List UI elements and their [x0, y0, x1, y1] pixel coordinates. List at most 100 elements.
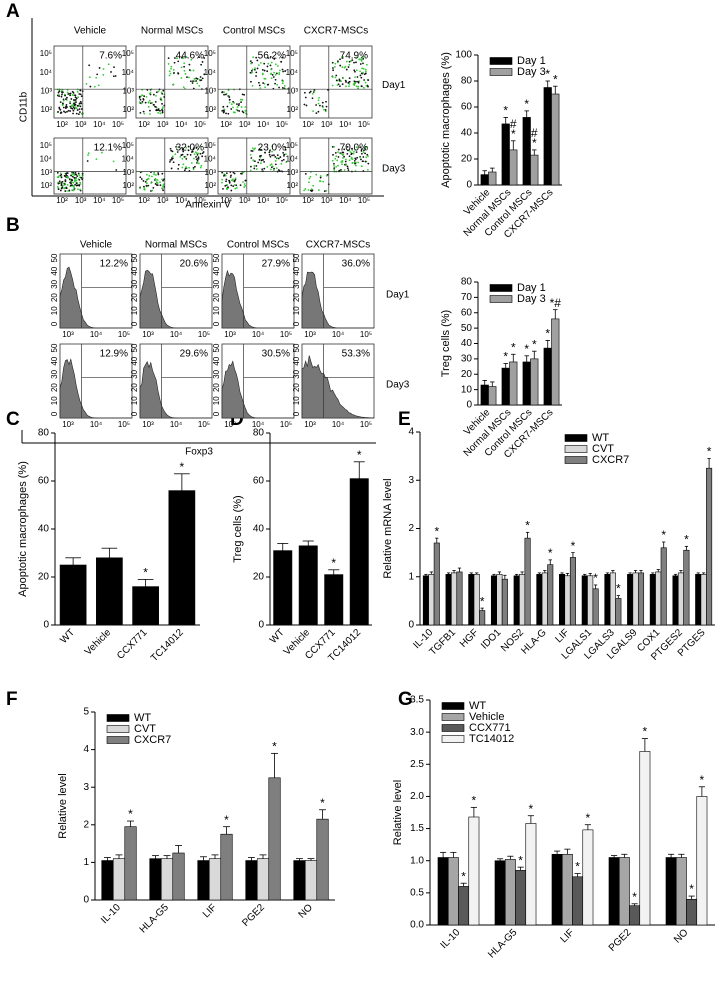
cell-event — [221, 91, 224, 93]
cell-event — [315, 112, 318, 115]
cell-event — [195, 158, 198, 161]
cell-event — [335, 165, 338, 168]
significance-mark: * — [143, 566, 148, 580]
significance-mark: * — [525, 519, 530, 533]
significance-mark: * — [553, 72, 558, 86]
cell-event — [312, 184, 315, 187]
cell-event — [180, 77, 183, 79]
cell-event — [261, 159, 263, 161]
cell-event — [255, 165, 258, 167]
cell-event — [232, 106, 234, 109]
cell-event — [71, 173, 73, 176]
cell-event — [264, 77, 267, 80]
cell-event — [192, 148, 195, 151]
cell-event — [317, 110, 320, 113]
cell-event — [221, 171, 224, 174]
cell-event — [68, 178, 71, 181]
gate-percentage: 74.9% — [340, 51, 368, 62]
cell-event — [97, 84, 100, 87]
y-tick-label: 10⁵ — [204, 49, 216, 58]
cell-event — [161, 106, 164, 109]
cell-event — [355, 80, 357, 83]
cell-event — [362, 55, 365, 58]
bar — [515, 870, 527, 926]
cell-event — [319, 180, 322, 183]
cell-event — [337, 164, 339, 167]
y-tick-label: 0 — [50, 321, 59, 326]
bar — [433, 542, 440, 626]
cell-event — [237, 104, 240, 107]
cell-event — [354, 157, 357, 160]
significance-mark: * — [689, 882, 694, 896]
significance-mark: * — [472, 794, 477, 808]
cell-event — [221, 181, 223, 184]
panel-letter: F — [6, 689, 18, 710]
cell-event — [263, 161, 266, 163]
cell-event — [223, 91, 225, 94]
bar — [519, 574, 526, 626]
cell-event — [66, 96, 68, 99]
y-tick-label: 60 — [461, 102, 473, 113]
x-tick-label: 10² — [138, 196, 150, 205]
bar — [551, 853, 563, 926]
cell-event — [341, 163, 343, 166]
y-tick-label: 10⁴ — [204, 68, 217, 77]
cell-event — [167, 63, 170, 65]
y-tick-label: 10² — [204, 181, 216, 190]
significance-mark: * — [548, 546, 553, 560]
cell-event — [201, 61, 204, 63]
cell-event — [227, 89, 230, 92]
cell-event — [185, 56, 188, 59]
cell-event — [279, 156, 282, 158]
cell-event — [79, 183, 82, 185]
legend-swatch — [564, 445, 588, 453]
cell-event — [312, 110, 314, 113]
cell-event — [334, 62, 337, 65]
y-tick-label: 20 — [461, 154, 473, 165]
bar — [437, 857, 449, 926]
cell-event — [230, 179, 233, 182]
x-tick-label: Vehicle — [83, 627, 114, 658]
cell-event — [333, 164, 335, 167]
significance-mark: * — [643, 725, 648, 739]
cell-event — [362, 62, 364, 65]
cell-event — [143, 112, 146, 115]
row-label: Day1 — [386, 289, 410, 300]
cell-event — [281, 159, 283, 162]
cell-event — [139, 98, 142, 101]
y-tick-label: 80 — [461, 277, 473, 288]
cell-event — [61, 104, 64, 107]
legend-label: CXCR7 — [592, 454, 629, 466]
cell-event — [159, 181, 161, 184]
cell-event — [280, 60, 283, 63]
cell-event — [72, 184, 75, 187]
cell-event — [186, 76, 188, 79]
cell-event — [348, 149, 351, 152]
cell-event — [259, 61, 262, 64]
cell-event — [171, 157, 174, 160]
y-tick-label: 20 — [292, 293, 301, 302]
x-tick-label: 10⁵ — [276, 120, 288, 129]
y-tick-label: 80 — [253, 428, 265, 439]
cell-event — [340, 152, 343, 155]
cell-event — [321, 101, 324, 104]
cell-event — [62, 184, 64, 187]
cell-event — [76, 90, 79, 93]
cell-event — [149, 113, 151, 115]
y-tick-label: 0 — [212, 321, 221, 326]
cell-event — [88, 76, 91, 79]
cell-event — [223, 93, 225, 96]
cell-event — [177, 72, 179, 74]
x-tick-label: 10³ — [157, 120, 169, 129]
gate-percentage: 27.9% — [262, 259, 290, 270]
cell-event — [276, 157, 279, 160]
bar — [522, 117, 531, 186]
x-tick-label: 10⁵ — [118, 420, 130, 429]
cell-event — [270, 163, 273, 166]
cell-event — [193, 153, 196, 155]
cell-event — [276, 154, 279, 157]
cell-event — [196, 161, 199, 163]
cell-event — [226, 105, 229, 108]
cell-event — [195, 147, 198, 149]
y-tick-label: 1.0 — [410, 855, 424, 866]
